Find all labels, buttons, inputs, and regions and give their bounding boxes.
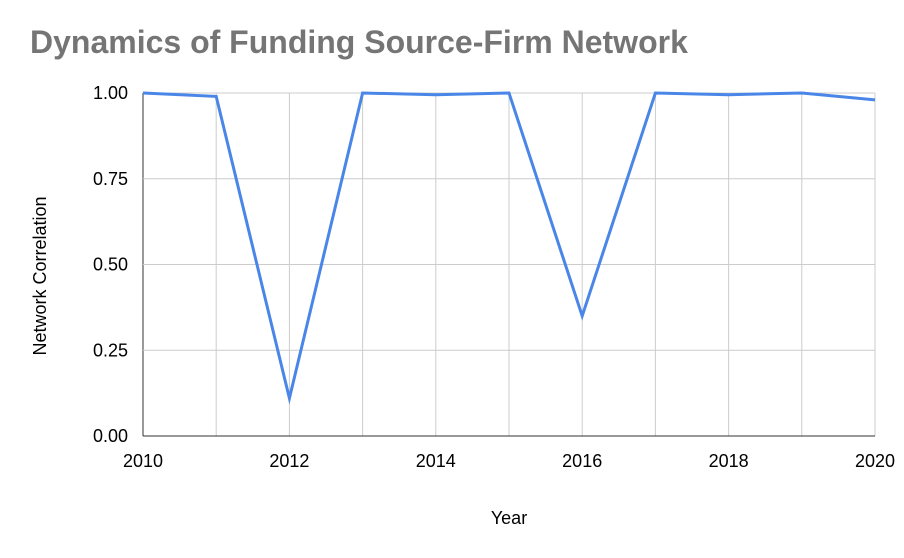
y-tick-label: 1.00 xyxy=(93,83,128,103)
x-axis-ticks: 2010 2012 2014 2016 2018 2020 xyxy=(123,451,895,471)
x-tick-label: 2020 xyxy=(855,451,895,471)
y-tick-label: 0.00 xyxy=(93,426,128,446)
y-tick-label: 0.50 xyxy=(93,255,128,275)
x-tick-label: 2012 xyxy=(269,451,309,471)
x-tick-label: 2016 xyxy=(562,451,602,471)
x-axis-label: Year xyxy=(491,508,527,528)
chart-title: Dynamics of Funding Source-Firm Network xyxy=(30,24,688,60)
series-line xyxy=(142,91,876,405)
x-tick-label: 2018 xyxy=(709,451,749,471)
series-group xyxy=(142,91,876,405)
y-tick-label: 0.25 xyxy=(93,340,128,360)
y-axis-ticks: 0.00 0.25 0.50 0.75 1.00 xyxy=(93,83,128,446)
x-tick-label: 2014 xyxy=(416,451,456,471)
y-tick-label: 0.75 xyxy=(93,169,128,189)
y-axis-label: Network Correlation xyxy=(30,196,50,355)
x-tick-label: 2010 xyxy=(123,451,163,471)
